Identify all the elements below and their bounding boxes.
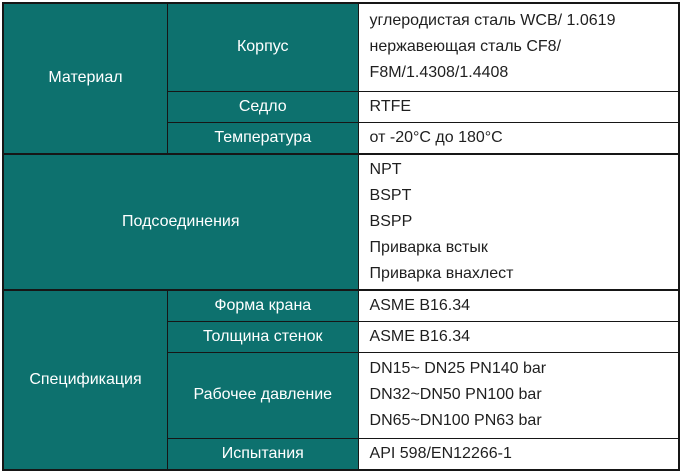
table-row: Седло RTFE xyxy=(3,90,680,123)
value-cell-wall-thickness-standard: ASME B16.34 xyxy=(357,320,680,353)
table-row: Подсоединения NPT BSPT BSPP Приварка вст… xyxy=(2,152,680,290)
value-cell-connection-types: NPT BSPT BSPP Приварка встык Приварка вн… xyxy=(357,152,680,290)
subcategory-cell-wall-thickness: Толщина стенок xyxy=(166,320,359,353)
category-cell-specification: Спецификация xyxy=(2,288,168,470)
table-row: Спецификация Форма крана ASME B16.34 xyxy=(2,288,680,470)
subcategory-cell-temperature: Температура xyxy=(166,121,359,154)
value-cell-testing-standards: API 598/EN12266-1 xyxy=(357,437,680,470)
table-row: Материал Корпус углеродистая сталь WCB/ … xyxy=(2,2,680,154)
subcategory-cell-valve-design: Форма крана xyxy=(166,288,359,322)
subcategory-cell-testing: Испытания xyxy=(166,437,359,470)
category-cell-connections: Подсоединения xyxy=(2,152,359,290)
table-row: Рабочее давление DN15~ DN25 PN140 bar DN… xyxy=(3,351,680,439)
category-cell-material: Материал xyxy=(2,2,168,154)
subcategory-cell-working-pressure: Рабочее давление xyxy=(166,351,359,439)
value-cell-valve-design-standard: ASME B16.34 xyxy=(357,288,680,322)
value-cell-temperature-range: от -20°C до 180°C xyxy=(357,121,680,154)
subcategory-cell-body: Корпус xyxy=(166,2,359,92)
value-cell-working-pressure-ratings: DN15~ DN25 PN140 bar DN32~DN50 PN100 bar… xyxy=(357,351,680,439)
subcategory-cell-seat: Седло xyxy=(166,90,359,123)
table-row: Температура от -20°C до 180°C xyxy=(3,121,680,154)
value-cell-body-material: углеродистая сталь WCB/ 1.0619 нержавеющ… xyxy=(357,2,680,92)
value-cell-seat-material: RTFE xyxy=(357,90,680,123)
